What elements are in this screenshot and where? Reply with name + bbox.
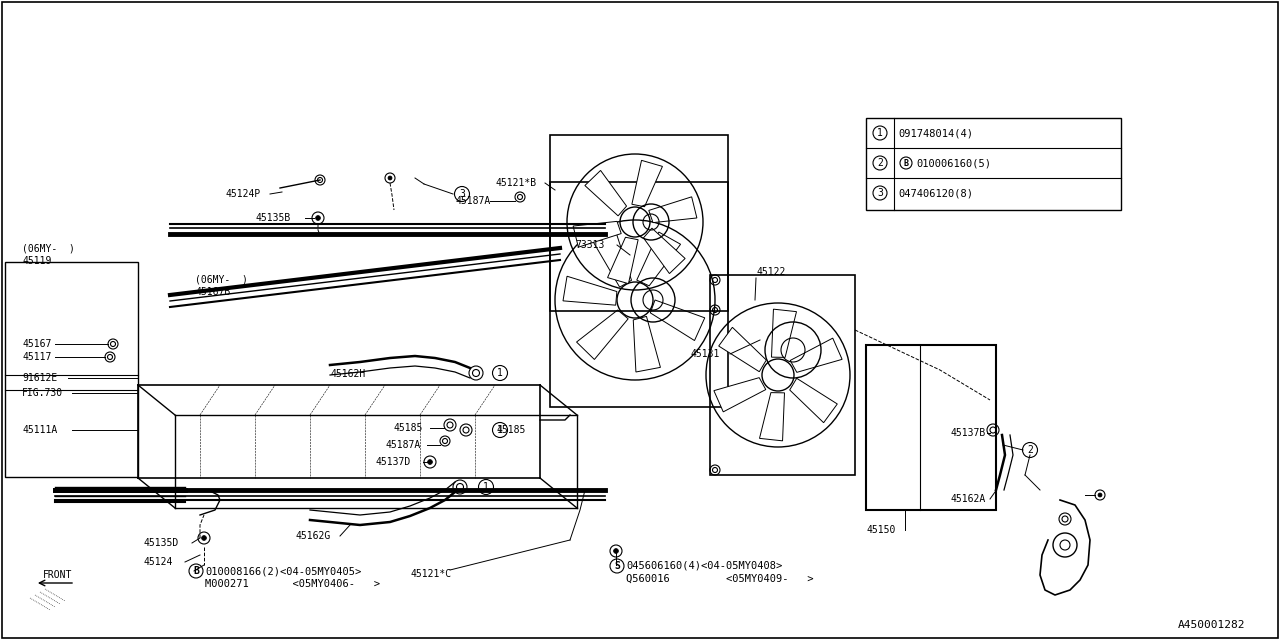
Text: 45111A: 45111A xyxy=(22,425,58,435)
Polygon shape xyxy=(593,230,631,287)
Text: B: B xyxy=(904,159,909,168)
Text: 2: 2 xyxy=(877,158,883,168)
Text: Q560016         <05MY0409-   >: Q560016 <05MY0409- > xyxy=(626,574,814,584)
Text: 1: 1 xyxy=(497,425,503,435)
Polygon shape xyxy=(650,300,705,340)
Text: 010006160(5): 010006160(5) xyxy=(916,158,991,168)
Polygon shape xyxy=(718,327,767,372)
Text: 45185: 45185 xyxy=(497,425,525,435)
Polygon shape xyxy=(576,310,628,360)
Circle shape xyxy=(613,548,618,554)
Text: 45167: 45167 xyxy=(22,339,51,349)
Text: 45162H: 45162H xyxy=(330,369,365,379)
Text: 1: 1 xyxy=(497,368,503,378)
Text: 45162A: 45162A xyxy=(950,494,986,504)
Text: 010008166(2)<04-05MY0405>: 010008166(2)<04-05MY0405> xyxy=(205,566,361,576)
Polygon shape xyxy=(790,338,842,372)
Text: 3: 3 xyxy=(460,189,465,199)
Text: 45137B: 45137B xyxy=(950,428,986,438)
Text: 45135D: 45135D xyxy=(143,538,178,548)
Circle shape xyxy=(316,216,320,220)
Circle shape xyxy=(1098,493,1102,497)
Text: (06MY-  ): (06MY- ) xyxy=(22,243,74,253)
Polygon shape xyxy=(644,228,685,273)
Text: 045606160(4)<04-05MY0408>: 045606160(4)<04-05MY0408> xyxy=(626,561,782,571)
Circle shape xyxy=(202,536,206,540)
Text: 45119: 45119 xyxy=(22,256,51,266)
Bar xyxy=(867,345,996,510)
Bar xyxy=(867,118,1121,210)
Text: 45135B: 45135B xyxy=(255,213,291,223)
Circle shape xyxy=(388,176,392,180)
Polygon shape xyxy=(759,392,785,441)
Text: 1: 1 xyxy=(877,128,883,138)
Polygon shape xyxy=(634,316,660,372)
Text: 45131: 45131 xyxy=(690,349,719,359)
Text: 45124: 45124 xyxy=(143,557,173,567)
Text: 1: 1 xyxy=(483,482,489,492)
Text: FIG.730: FIG.730 xyxy=(22,388,63,398)
Text: 73313: 73313 xyxy=(575,240,604,250)
Text: 45150: 45150 xyxy=(867,525,896,535)
Text: 45124P: 45124P xyxy=(225,189,260,199)
Text: 45162G: 45162G xyxy=(294,531,330,541)
Polygon shape xyxy=(632,161,663,207)
Text: 45122: 45122 xyxy=(756,267,786,277)
Bar xyxy=(710,275,855,475)
Text: 2: 2 xyxy=(1027,445,1033,455)
Polygon shape xyxy=(573,221,621,247)
Text: 45137D: 45137D xyxy=(375,457,411,467)
Bar xyxy=(550,135,728,311)
Polygon shape xyxy=(585,170,626,216)
Text: 091748014(4): 091748014(4) xyxy=(899,128,973,138)
Polygon shape xyxy=(608,237,639,284)
Text: (06MY-  ): (06MY- ) xyxy=(195,274,248,284)
Text: 91612E: 91612E xyxy=(22,373,58,383)
Text: 45167B: 45167B xyxy=(195,287,230,297)
Text: 45187A: 45187A xyxy=(385,440,420,450)
Text: M000271       <05MY0406-   >: M000271 <05MY0406- > xyxy=(205,579,380,589)
Text: 3: 3 xyxy=(877,188,883,198)
Text: B: B xyxy=(193,566,198,576)
Text: 45187A: 45187A xyxy=(454,196,490,206)
Polygon shape xyxy=(772,309,796,357)
Polygon shape xyxy=(649,197,696,223)
Text: 45121*B: 45121*B xyxy=(495,178,536,188)
Text: S: S xyxy=(614,561,620,571)
Text: FRONT: FRONT xyxy=(44,570,73,580)
Text: 047406120(8): 047406120(8) xyxy=(899,188,973,198)
Circle shape xyxy=(428,460,433,465)
Text: A450001282: A450001282 xyxy=(1178,620,1245,630)
Text: 45117: 45117 xyxy=(22,352,51,362)
Bar xyxy=(5,262,138,477)
Text: 45185: 45185 xyxy=(393,423,422,433)
Bar xyxy=(550,182,728,407)
Polygon shape xyxy=(790,378,837,422)
Text: 45121*C: 45121*C xyxy=(410,569,451,579)
Polygon shape xyxy=(714,378,765,412)
Polygon shape xyxy=(563,276,617,305)
Polygon shape xyxy=(636,232,681,286)
